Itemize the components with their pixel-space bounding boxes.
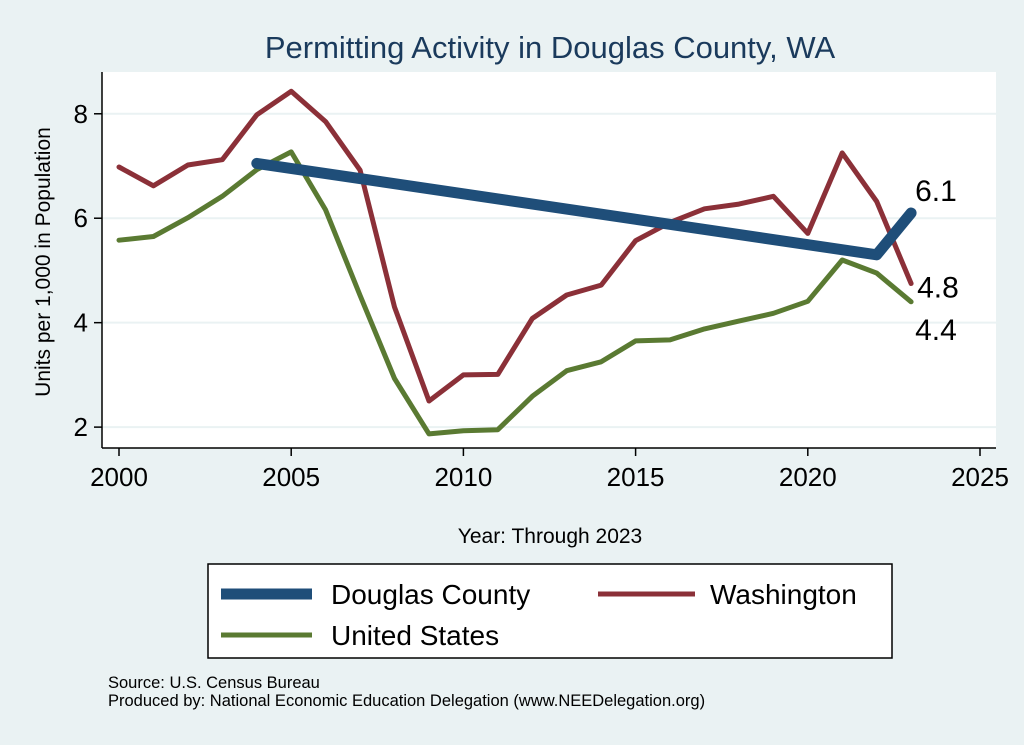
y-tick-label-6: 6 bbox=[74, 203, 88, 233]
legend-box bbox=[207, 563, 893, 659]
x-tick-label-2015: 2015 bbox=[607, 462, 665, 492]
legend-label-douglas-county: Douglas County bbox=[331, 579, 530, 610]
series-lines bbox=[116, 88, 917, 437]
gridlines bbox=[102, 112, 996, 429]
end-label-united-states: 4.4 bbox=[915, 314, 957, 347]
y-tick-label-4: 4 bbox=[74, 308, 88, 338]
x-axis-title: Year: Through 2023 bbox=[458, 525, 643, 548]
ticks: 2 4 6 8 2000 2005 2010 2015 2020 2025 bbox=[74, 99, 1009, 492]
end-labels: 6.1 4.8 4.4 bbox=[915, 175, 959, 347]
end-label-washington: 4.8 bbox=[917, 272, 959, 305]
axes bbox=[101, 72, 996, 449]
x-tick-label-2010: 2010 bbox=[434, 462, 492, 492]
chart-title: Permitting Activity in Douglas County, W… bbox=[265, 30, 836, 65]
producer-text: Produced by: National Economic Education… bbox=[108, 692, 706, 710]
series-line-washington bbox=[116, 88, 914, 404]
x-tick-label-2025: 2025 bbox=[951, 462, 1009, 492]
x-tick-label-2020: 2020 bbox=[779, 462, 837, 492]
x-tick-label-2000: 2000 bbox=[90, 462, 148, 492]
plot-area bbox=[102, 72, 996, 448]
series-line-douglas-county bbox=[251, 157, 917, 261]
y-tick-label-8: 8 bbox=[74, 99, 88, 129]
series-line-united-states bbox=[116, 149, 914, 437]
y-axis-title: Units per 1,000 in Population bbox=[32, 127, 55, 397]
y-tick-label-2: 2 bbox=[74, 412, 88, 442]
source-text: Source: U.S. Census Bureau bbox=[108, 674, 320, 692]
legend-label-washington: Washington bbox=[710, 579, 857, 610]
legend-label-united-states: United States bbox=[331, 620, 499, 651]
legend: Douglas County Washington United States bbox=[207, 563, 893, 659]
end-label-douglas-county: 6.1 bbox=[915, 175, 957, 208]
x-tick-label-2005: 2005 bbox=[262, 462, 320, 492]
